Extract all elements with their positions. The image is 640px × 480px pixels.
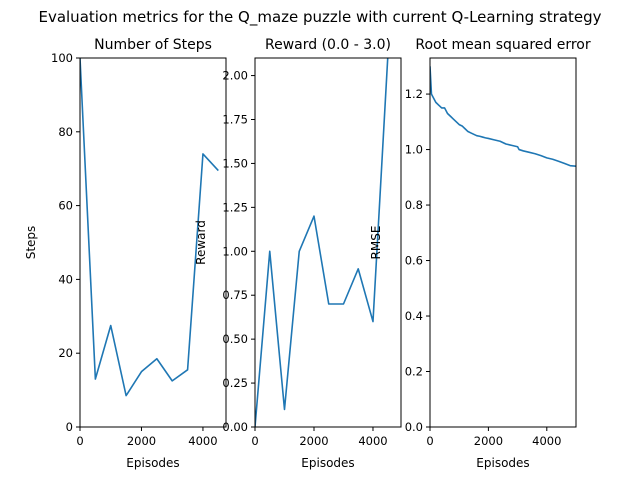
x-axis-label: Episodes <box>476 456 529 470</box>
axes-frame <box>79 57 227 428</box>
y-axis-label: Reward <box>194 220 208 265</box>
subplot-3: 0 2000 4000 0.0 0.2 0.4 0.6 0.8 1.0 1.2 Root mean … <box>369 37 591 470</box>
series-line-1 <box>80 58 219 397</box>
y-tick-label: 20 <box>58 346 73 360</box>
x-axis-label: Episodes <box>301 456 354 470</box>
x-tick-label: 4000 <box>188 434 217 448</box>
y-tick-label: 1.00 <box>222 244 248 258</box>
x-axis-label: Episodes <box>126 456 179 470</box>
x-tick-label: 2000 <box>299 434 328 448</box>
subplots: 0 2000 4000 0 20 40 60 80 100 Number of Steps Epis… <box>24 37 591 470</box>
y-tick-label: 0.50 <box>222 332 248 346</box>
y-axis-label: Steps <box>24 226 38 260</box>
x-tick-label: 4000 <box>532 434 561 448</box>
series-line-1 <box>430 66 576 167</box>
x-tick-label: 2000 <box>474 434 503 448</box>
x-tick-label: 0 <box>426 434 433 448</box>
axes-frame <box>254 57 402 428</box>
y-tick-label: 1.0 <box>405 143 423 157</box>
y-tick-label: 0.4 <box>405 309 423 323</box>
subplot-title: Reward (0.0 - 3.0) <box>265 37 391 53</box>
y-tick-label: 0.2 <box>405 365 423 379</box>
y-tick-label: 0.6 <box>405 254 423 268</box>
x-tick-label: 0 <box>76 434 83 448</box>
y-tick-label: 0.25 <box>222 376 248 390</box>
y-tick-label: 0 <box>66 420 73 434</box>
y-tick-label: 100 <box>51 51 73 65</box>
y-tick-label: 0.8 <box>405 198 423 212</box>
subplot-title: Root mean squared error <box>415 37 590 53</box>
y-tick-label: 40 <box>58 272 73 286</box>
y-tick-label: 1.75 <box>222 113 248 127</box>
x-tick-label: 2000 <box>127 434 156 448</box>
y-tick-label: 0.0 <box>405 420 423 434</box>
y-axis-label: RMSE <box>369 226 383 260</box>
figure-suptitle: Evaluation metrics for the Q_maze puzzle… <box>38 8 601 27</box>
subplot-title: Number of Steps <box>94 37 212 53</box>
y-tick-label: 1.50 <box>222 156 248 170</box>
axes-frame <box>429 57 577 428</box>
x-tick-label: 4000 <box>358 434 387 448</box>
subplot-2: 0 2000 4000 0.00 0.25 0.50 0.75 1.00 1.25 1.50 1.7… <box>194 37 402 470</box>
y-tick-label: 60 <box>58 199 73 213</box>
y-tick-label: 80 <box>58 125 73 139</box>
y-tick-label: 1.2 <box>405 87 423 101</box>
y-tick-label: 0.00 <box>222 420 248 434</box>
x-tick-label: 0 <box>251 434 258 448</box>
y-tick-label: 1.25 <box>222 200 248 214</box>
y-tick-label: 0.75 <box>222 288 248 302</box>
subplot-1: 0 2000 4000 0 20 40 60 80 100 Number of Steps Epis… <box>24 37 227 470</box>
y-tick-label: 2.00 <box>222 69 248 83</box>
series-line-1 <box>255 58 389 427</box>
